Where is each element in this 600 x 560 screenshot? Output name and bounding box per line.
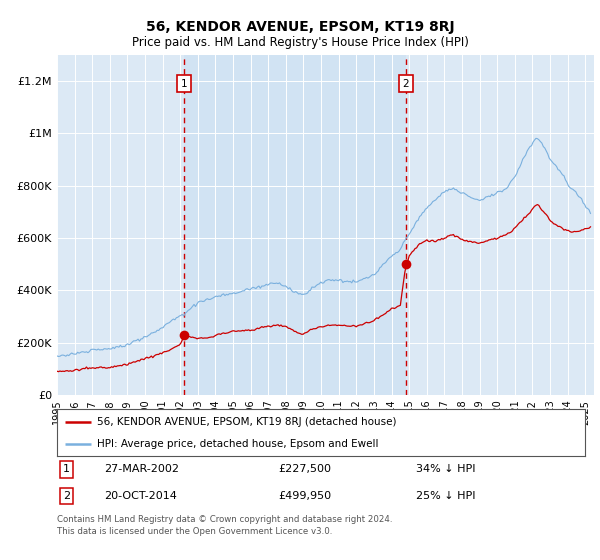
Text: 20-OCT-2014: 20-OCT-2014 — [104, 491, 178, 501]
Text: 34% ↓ HPI: 34% ↓ HPI — [416, 464, 476, 474]
Text: 56, KENDOR AVENUE, EPSOM, KT19 8RJ (detached house): 56, KENDOR AVENUE, EPSOM, KT19 8RJ (deta… — [97, 417, 396, 427]
Text: 1: 1 — [63, 464, 70, 474]
Text: 27-MAR-2002: 27-MAR-2002 — [104, 464, 179, 474]
Text: £227,500: £227,500 — [279, 464, 332, 474]
Text: £499,950: £499,950 — [279, 491, 332, 501]
Text: 56, KENDOR AVENUE, EPSOM, KT19 8RJ: 56, KENDOR AVENUE, EPSOM, KT19 8RJ — [146, 20, 454, 34]
Text: HPI: Average price, detached house, Epsom and Ewell: HPI: Average price, detached house, Epso… — [97, 438, 378, 449]
Text: 2: 2 — [63, 491, 70, 501]
Text: 25% ↓ HPI: 25% ↓ HPI — [416, 491, 476, 501]
Bar — [184, 55, 406, 395]
Text: Contains HM Land Registry data © Crown copyright and database right 2024.
This d: Contains HM Land Registry data © Crown c… — [57, 515, 392, 536]
Text: 2: 2 — [402, 78, 409, 88]
Text: Price paid vs. HM Land Registry's House Price Index (HPI): Price paid vs. HM Land Registry's House … — [131, 36, 469, 49]
Text: 1: 1 — [181, 78, 188, 88]
